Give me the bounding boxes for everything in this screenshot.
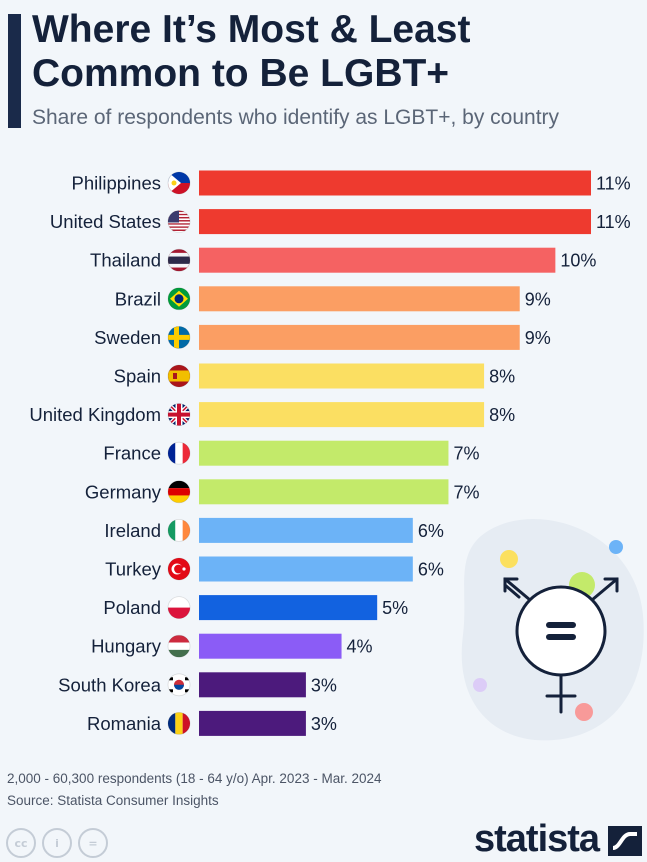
no-derivatives-icon[interactable]: = — [78, 828, 108, 858]
bar — [199, 324, 520, 350]
chart-title: Where It’s Most & Least Common to Be LGB… — [32, 8, 471, 95]
bar — [199, 402, 485, 428]
bar — [199, 440, 449, 466]
bar-row: Romania 3% — [87, 710, 337, 736]
category-label: United Kingdom — [29, 404, 161, 425]
value-label: 6% — [418, 560, 444, 580]
footnote: 2,000 - 60,300 respondents (18 - 64 y/o)… — [7, 768, 382, 812]
bar-row: Hungary 4% — [91, 633, 373, 659]
category-label: United States — [50, 211, 161, 232]
statista-logo-mark-icon — [608, 826, 642, 856]
bar — [199, 209, 591, 235]
philippines-flag-icon — [167, 171, 191, 195]
bar — [199, 286, 520, 312]
transgender-symbol-icon — [461, 519, 644, 741]
united-states-flag-icon — [167, 210, 191, 234]
category-label: Romania — [87, 713, 162, 734]
category-label: Spain — [114, 366, 161, 387]
bar-row: South Korea 3% — [58, 672, 337, 698]
bar — [199, 595, 378, 621]
statista-logo[interactable]: statista — [474, 818, 600, 860]
value-label: 7% — [453, 482, 479, 502]
united-kingdom-flag-icon — [167, 403, 191, 427]
value-label: 7% — [453, 444, 479, 464]
ireland-flag-icon — [167, 519, 191, 542]
value-label: 11% — [596, 174, 631, 194]
bar-row: Thailand 10% — [90, 247, 596, 273]
bar-row: United States 11% — [50, 209, 631, 235]
bar — [199, 710, 306, 736]
bar-row: Poland 5% — [103, 595, 408, 621]
category-label: Ireland — [104, 520, 161, 541]
bar-row: Spain 8% — [114, 363, 515, 389]
bar-row: Germany 7% — [85, 479, 479, 505]
value-label: 6% — [418, 521, 444, 541]
bar — [199, 517, 413, 543]
bar-row: Turkey 6% — [105, 556, 444, 582]
sweden-flag-icon — [167, 325, 191, 349]
value-label: 5% — [382, 598, 408, 618]
brazil-flag-icon — [167, 287, 191, 311]
category-label: South Korea — [58, 674, 162, 695]
category-label: France — [103, 443, 161, 464]
bar — [199, 479, 449, 505]
bar — [199, 247, 556, 273]
bar — [199, 363, 485, 389]
license-icons: cc i = — [6, 828, 108, 858]
category-label: Sweden — [94, 327, 161, 348]
category-label: Germany — [85, 481, 162, 502]
value-label: 9% — [525, 328, 551, 348]
value-label: 9% — [525, 289, 551, 309]
france-flag-icon — [167, 441, 191, 465]
hungary-flag-icon — [167, 634, 191, 658]
bar-row: Philippines 11% — [72, 170, 631, 196]
category-label: Philippines — [72, 173, 161, 194]
value-label: 4% — [347, 637, 373, 657]
attribution-icon[interactable]: i — [42, 828, 72, 858]
chart-subtitle: Share of respondents who identify as LGB… — [32, 106, 560, 129]
value-label: 3% — [311, 675, 337, 695]
source-note: Source: Statista Consumer Insights — [7, 793, 219, 808]
bar-row: France 7% — [103, 440, 479, 466]
category-label: Brazil — [115, 288, 161, 309]
respondents-note: 2,000 - 60,300 respondents (18 - 64 y/o)… — [7, 771, 382, 786]
value-label: 10% — [560, 251, 596, 271]
bar-row: United Kingdom 8% — [29, 402, 515, 428]
creative-commons-icon[interactable]: cc — [6, 828, 36, 858]
bar-row: Ireland 6% — [104, 517, 444, 543]
spain-flag-icon — [167, 364, 191, 388]
bar — [199, 633, 342, 659]
category-label: Poland — [103, 597, 161, 618]
value-label: 11% — [596, 212, 631, 232]
category-label: Turkey — [105, 559, 162, 580]
bar-row: Sweden 9% — [94, 324, 551, 350]
romania-flag-icon — [167, 712, 191, 735]
title-accent-bar — [8, 14, 21, 128]
category-label: Thailand — [90, 250, 161, 271]
value-label: 8% — [489, 367, 515, 387]
poland-flag-icon — [167, 596, 191, 619]
category-label: Hungary — [91, 636, 162, 657]
bar-chart: Philippines 11% United States 11% Thailand 10… — [29, 170, 631, 736]
south-korea-flag-icon — [167, 673, 191, 697]
turkey-flag-icon — [167, 557, 191, 581]
thailand-flag-icon — [167, 248, 191, 272]
bar — [199, 170, 591, 196]
germany-flag-icon — [167, 480, 191, 504]
bar — [199, 672, 306, 698]
value-label: 3% — [311, 714, 337, 734]
bar — [199, 556, 413, 582]
bar-row: Brazil 9% — [115, 286, 551, 312]
value-label: 8% — [489, 405, 515, 425]
